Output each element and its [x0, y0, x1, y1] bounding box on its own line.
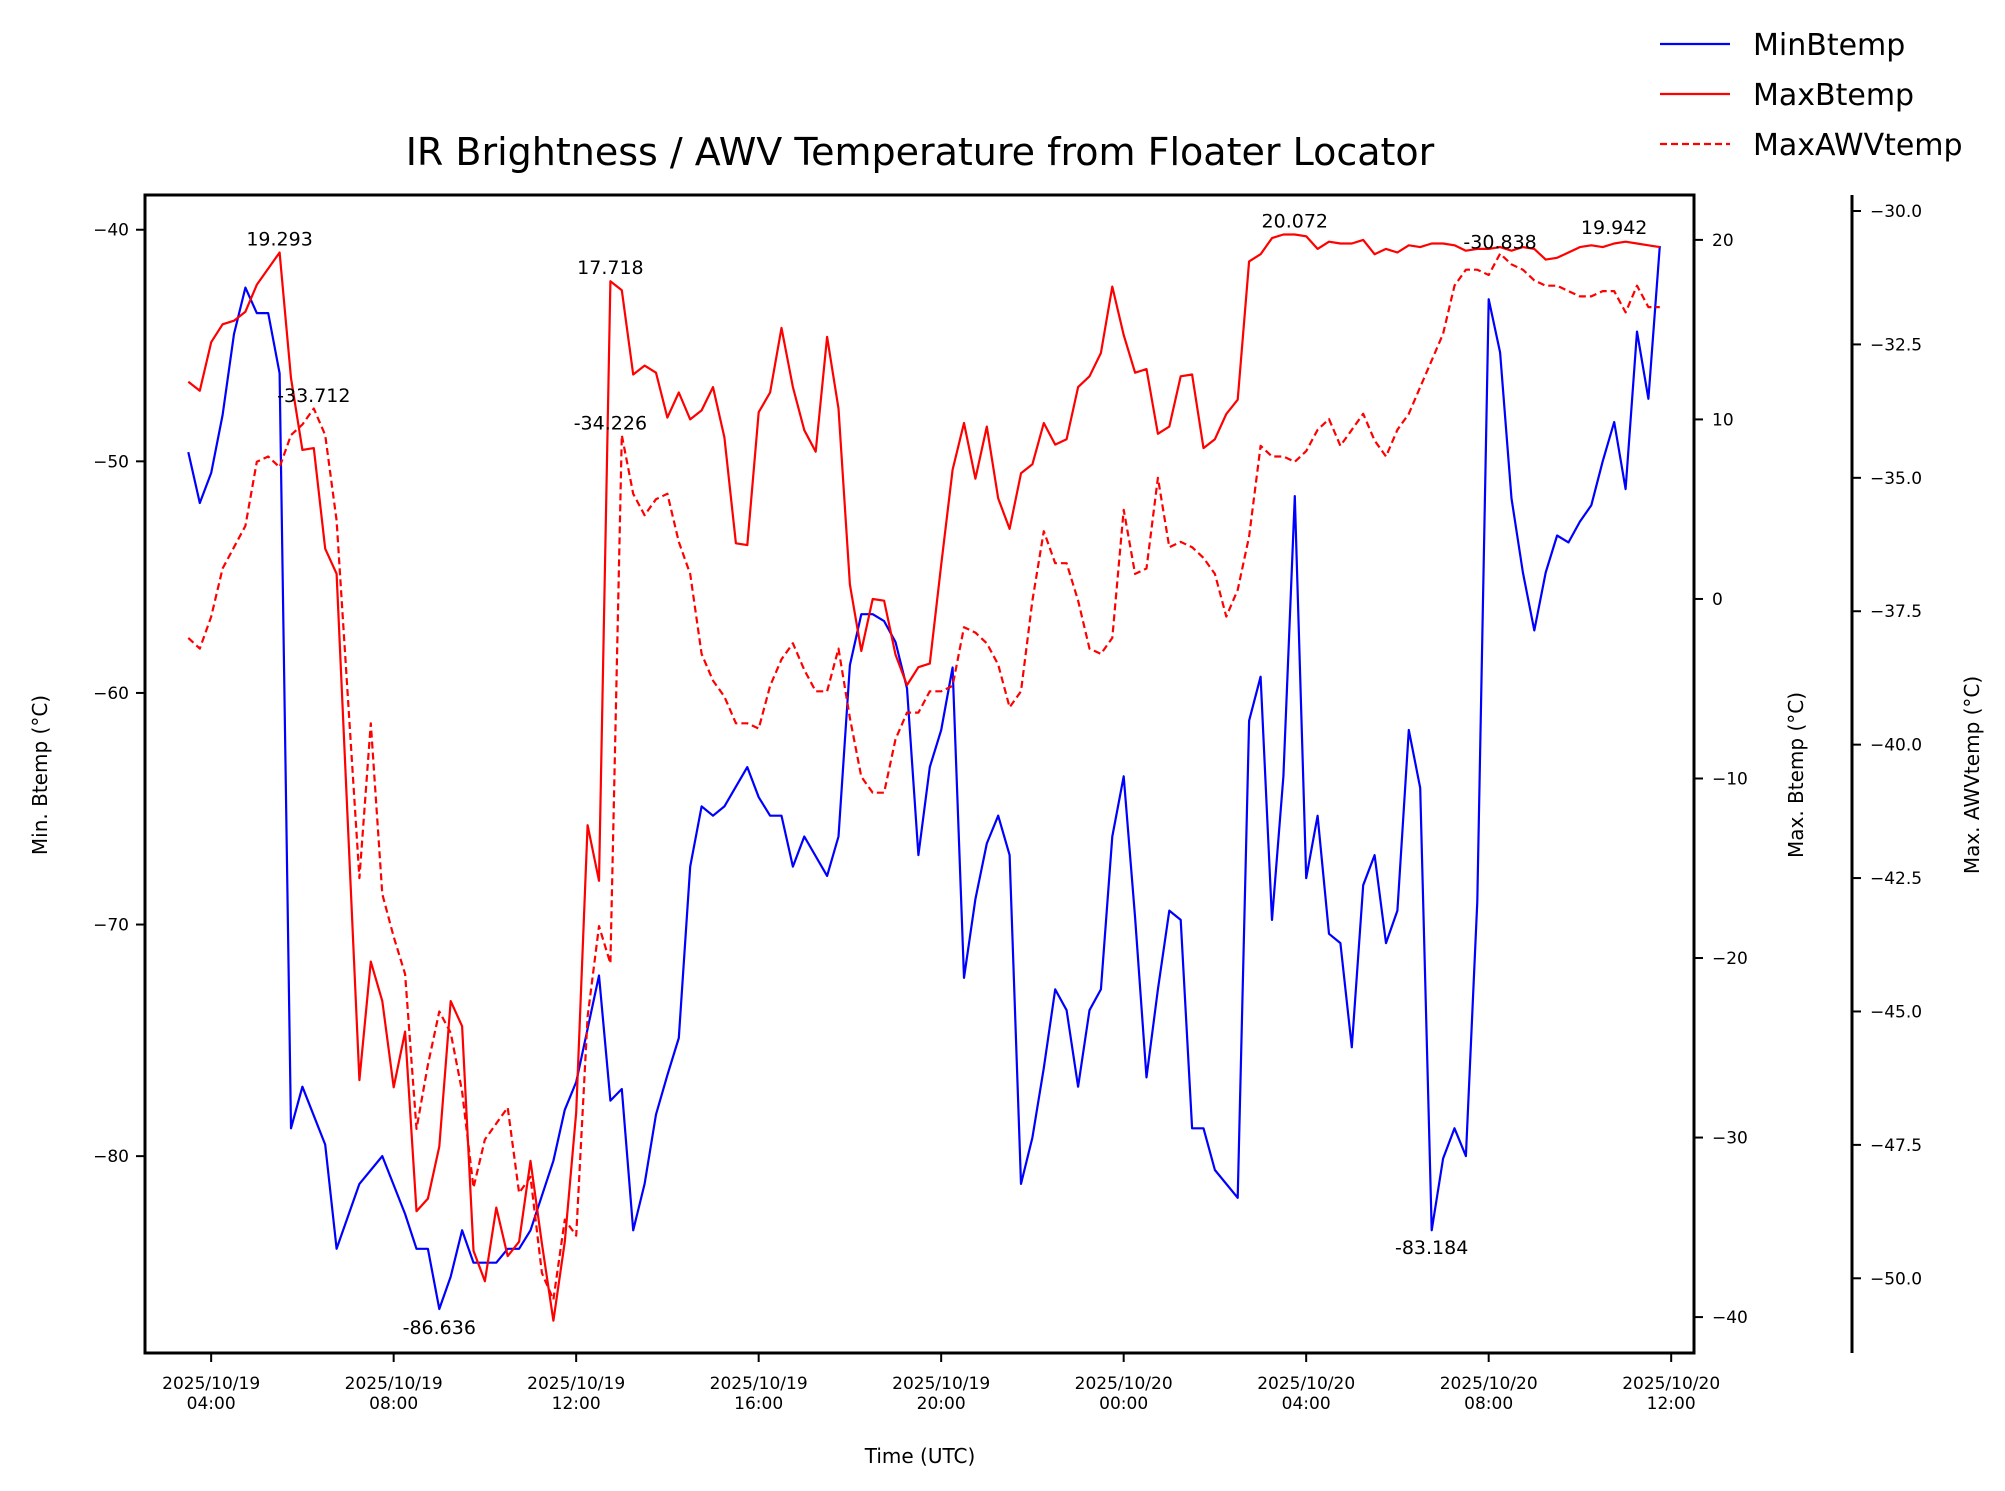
x-tick-label-time: 12:00	[1647, 1394, 1696, 1414]
legend-label: MaxBtemp	[1753, 78, 1914, 113]
y-far-right-tick-label: −32.5	[1870, 335, 1922, 355]
x-tick-label-date: 2025/10/20	[1622, 1374, 1720, 1394]
y-right-tick-label: 0	[1712, 590, 1723, 610]
y-far-right-tick-label: −30.0	[1870, 202, 1922, 222]
y-left-tick-label: −50	[93, 452, 129, 472]
series-line-maxawvtemp	[187, 252, 1660, 1301]
x-tick-label-date: 2025/10/19	[345, 1374, 443, 1394]
x-tick-label-time: 20:00	[917, 1394, 966, 1414]
x-tick-label-date: 2025/10/19	[527, 1374, 625, 1394]
annotation-label: -86.636	[403, 1317, 476, 1339]
annotation-label: 17.718	[577, 257, 643, 279]
annotation-label: -83.184	[1395, 1237, 1468, 1259]
y-far-right-tick-label: −40.0	[1870, 736, 1922, 756]
y-far-right-tick-label: −35.0	[1870, 469, 1922, 489]
y-right-tick-label: 10	[1712, 410, 1734, 430]
x-tick-label-date: 2025/10/19	[892, 1374, 990, 1394]
y-far-right-tick-label: −37.5	[1870, 602, 1922, 622]
series-line-minbtemp	[187, 245, 1661, 1311]
y-left-tick-label: −60	[93, 684, 129, 704]
x-tick-label-date: 2025/10/19	[710, 1374, 808, 1394]
y-far-right-tick-label: −50.0	[1870, 1269, 1922, 1289]
y-right-tick-label: 20	[1712, 231, 1734, 251]
y-far-right-tick-label: −47.5	[1870, 1136, 1922, 1156]
y-right-tick-label: −10	[1712, 769, 1748, 789]
annotation-label: 19.942	[1581, 217, 1647, 239]
x-tick-label-time: 04:00	[1282, 1394, 1331, 1414]
legend-label: MaxAWVtemp	[1753, 128, 1963, 163]
chart-title: IR Brightness / AWV Temperature from Flo…	[406, 130, 1435, 174]
legend: MinBtemp MaxBtemp MaxAWVtemp	[1660, 28, 1963, 163]
x-tick-label-time: 04:00	[187, 1394, 236, 1414]
y-left-tick-label: −40	[93, 221, 129, 241]
series-layer	[187, 233, 1661, 1322]
x-tick-label-time: 08:00	[369, 1394, 418, 1414]
annotation-label: 19.293	[246, 229, 312, 251]
series-line-maxbtemp	[187, 233, 1660, 1322]
axes-layer: 2025/10/1904:002025/10/1908:002025/10/19…	[93, 195, 1922, 1414]
x-tick-label-time: 08:00	[1464, 1394, 1513, 1414]
y-right-tick-label: −30	[1712, 1129, 1748, 1149]
y-right-tick-label: −40	[1712, 1308, 1748, 1328]
y-far-right-tick-label: −42.5	[1870, 869, 1922, 889]
annotation-label: -34.226	[574, 413, 647, 435]
x-tick-label-time: 12:00	[552, 1394, 601, 1414]
annotation-label: -30.838	[1463, 232, 1536, 254]
y-left-tick-label: −80	[93, 1147, 129, 1167]
y-axis-label-left: Min. Btemp (°C)	[28, 695, 52, 855]
x-tick-label-date: 2025/10/19	[162, 1374, 260, 1394]
legend-label: MinBtemp	[1753, 28, 1905, 63]
y-far-right-tick-label: −45.0	[1870, 1002, 1922, 1022]
y-axis-label-right: Max. Btemp (°C)	[1784, 692, 1808, 858]
y-left-tick-label: −70	[93, 916, 129, 936]
x-tick-label-time: 16:00	[734, 1394, 783, 1414]
x-tick-label-date: 2025/10/20	[1440, 1374, 1538, 1394]
y-right-tick-label: −20	[1712, 949, 1748, 969]
x-tick-label-time: 00:00	[1099, 1394, 1148, 1414]
annotation-label: 20.072	[1262, 210, 1328, 232]
annotations: 19.293 -33.712 -86.636 17.718 -34.226 20.072 -…	[246, 210, 1647, 1338]
plot-frame	[143, 193, 1696, 1355]
x-axis-label: Time (UTC)	[864, 1444, 976, 1468]
x-tick-label-date: 2025/10/20	[1075, 1374, 1173, 1394]
annotation-label: -33.712	[277, 385, 350, 407]
x-tick-label-date: 2025/10/20	[1257, 1374, 1355, 1394]
y-axis-label-far-right: Max. AWVtemp (°C)	[1960, 676, 1984, 874]
